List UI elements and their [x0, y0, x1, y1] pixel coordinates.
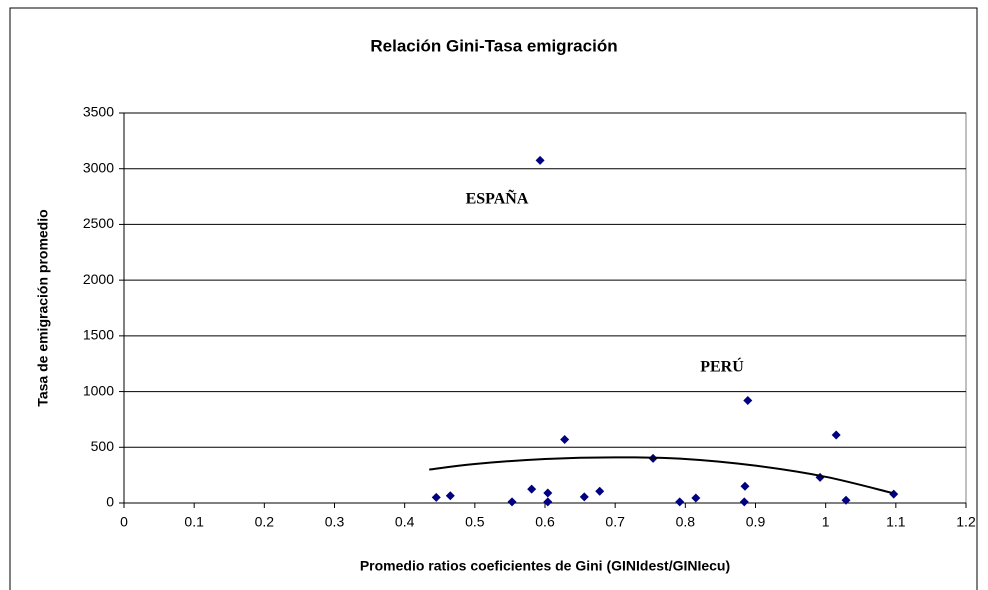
point: [431, 492, 441, 502]
trend-line: [429, 456, 893, 494]
x-tick-label: 0.6: [535, 514, 555, 530]
x-tick-label: 0.3: [325, 514, 345, 530]
x-tick-label: 1.2: [956, 514, 976, 530]
x-tick-label: 0.4: [395, 514, 415, 530]
y-tick-label: 0: [106, 494, 114, 510]
y-tick-label: 3000: [83, 159, 114, 175]
point: [579, 492, 589, 502]
point: [739, 497, 749, 507]
chart-title: Relación Gini-Tasa emigración: [370, 36, 617, 55]
point: [831, 430, 841, 440]
x-tick-label: 0.1: [184, 514, 204, 530]
plot-area: [123, 112, 967, 504]
y-tick-label: 3500: [83, 104, 114, 120]
point: [841, 495, 851, 505]
point: [543, 497, 553, 507]
point: [543, 488, 553, 498]
y-tick-label: 1000: [83, 382, 114, 398]
point: [743, 395, 753, 405]
x-tick-label: 0.8: [676, 514, 696, 530]
x-axis-label: Promedio ratios coeficientes de Gini (GI…: [360, 558, 730, 574]
x-tick-label: 0: [120, 514, 128, 530]
point: [560, 434, 570, 444]
point: [527, 484, 537, 494]
annotation: ESPAÑA: [466, 189, 529, 208]
point: [691, 493, 701, 503]
x-tick-label: 1: [822, 514, 830, 530]
y-axis-label: Tasa de emigración promedio: [35, 209, 51, 406]
y-tick-label: 2000: [83, 271, 114, 287]
point: [445, 491, 455, 501]
x-tick-label: 0.7: [605, 514, 625, 530]
y-tick-label: 1500: [83, 327, 114, 343]
x-tick-label: 1.1: [886, 514, 906, 530]
annotation: PERÚ: [700, 357, 744, 376]
x-tick-label: 0.2: [255, 514, 275, 530]
point: [507, 497, 517, 507]
point: [535, 155, 545, 165]
x-tick-label: 0.9: [746, 514, 766, 530]
x-tick-label: 0.5: [465, 514, 485, 530]
point: [595, 486, 605, 496]
y-tick-label: 500: [91, 438, 115, 454]
point: [675, 497, 685, 507]
y-tick-label: 2500: [83, 215, 114, 231]
point: [740, 481, 750, 491]
